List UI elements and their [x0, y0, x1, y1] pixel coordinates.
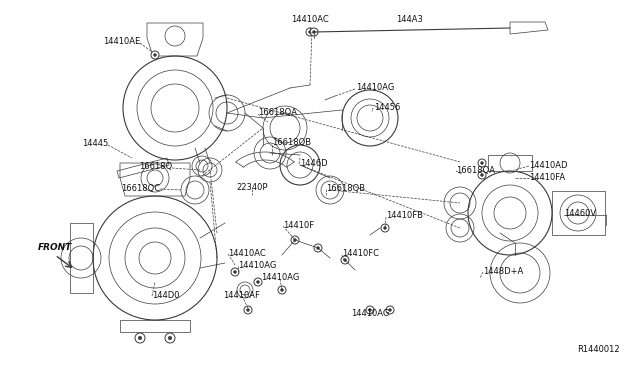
Circle shape	[254, 278, 262, 286]
Text: 16618QC: 16618QC	[121, 183, 160, 192]
Text: 14410FB: 14410FB	[386, 212, 423, 221]
Circle shape	[344, 259, 346, 262]
Circle shape	[168, 336, 172, 340]
Circle shape	[234, 270, 236, 273]
Text: 144D0: 144D0	[152, 291, 179, 299]
Text: 14410AE: 14410AE	[103, 38, 140, 46]
Circle shape	[138, 336, 141, 340]
Text: 14410AD: 14410AD	[529, 160, 568, 170]
Text: 144A3: 144A3	[397, 16, 424, 25]
Circle shape	[481, 161, 483, 164]
Text: 14410AC: 14410AC	[291, 16, 329, 25]
Circle shape	[257, 280, 259, 283]
Circle shape	[294, 238, 296, 241]
Text: 16618QA: 16618QA	[258, 108, 297, 116]
Text: 14445: 14445	[82, 138, 108, 148]
Circle shape	[383, 227, 387, 230]
Text: 22340P: 22340P	[236, 183, 268, 192]
Text: 14460V: 14460V	[564, 209, 596, 218]
Text: FRONT: FRONT	[38, 244, 72, 253]
Text: 14410AC: 14410AC	[228, 248, 266, 257]
Text: 16618QB: 16618QB	[272, 138, 311, 148]
Circle shape	[310, 28, 318, 36]
Circle shape	[369, 309, 371, 311]
Text: 16618QB: 16618QB	[326, 183, 365, 192]
Circle shape	[366, 306, 374, 314]
Circle shape	[280, 289, 284, 291]
Circle shape	[381, 224, 389, 232]
Text: 14410F: 14410F	[283, 221, 314, 230]
Circle shape	[388, 309, 392, 311]
Text: 14410FA: 14410FA	[529, 173, 565, 182]
Text: 14410AG: 14410AG	[261, 273, 299, 282]
Text: 14410AG: 14410AG	[238, 260, 276, 269]
Text: 1446D: 1446D	[300, 158, 328, 167]
Bar	[120, 320, 190, 332]
Text: 14410AG: 14410AG	[356, 83, 394, 93]
Text: 16618Q: 16618Q	[139, 163, 172, 171]
Circle shape	[154, 54, 156, 57]
Circle shape	[231, 268, 239, 276]
Text: 14410FC: 14410FC	[342, 250, 379, 259]
Circle shape	[386, 306, 394, 314]
Circle shape	[306, 28, 314, 36]
Circle shape	[165, 333, 175, 343]
Circle shape	[481, 174, 483, 176]
Circle shape	[312, 31, 316, 33]
Text: 14410AF: 14410AF	[223, 291, 260, 299]
Circle shape	[135, 333, 145, 343]
Circle shape	[341, 256, 349, 264]
Circle shape	[244, 306, 252, 314]
Circle shape	[317, 247, 319, 249]
Circle shape	[291, 236, 299, 244]
Circle shape	[478, 171, 486, 179]
Circle shape	[278, 286, 286, 294]
Circle shape	[308, 31, 312, 33]
Circle shape	[314, 244, 322, 252]
Text: 1448D+A: 1448D+A	[483, 266, 524, 276]
Text: 14456: 14456	[374, 103, 401, 112]
Text: 14410AG: 14410AG	[351, 308, 389, 317]
Circle shape	[478, 159, 486, 167]
Text: R1440012: R1440012	[577, 346, 620, 355]
Text: 16618QA: 16618QA	[456, 166, 495, 174]
Circle shape	[246, 309, 250, 311]
Circle shape	[151, 51, 159, 59]
